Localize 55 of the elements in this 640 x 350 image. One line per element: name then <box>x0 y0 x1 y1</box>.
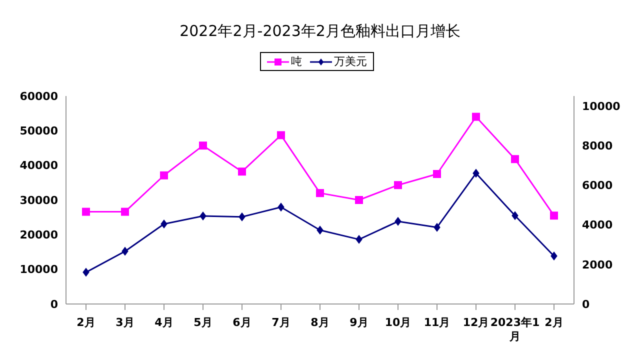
x-tick-label: 9月 <box>350 316 368 329</box>
point <box>200 212 206 221</box>
point <box>82 208 90 216</box>
point <box>160 219 168 228</box>
point <box>511 155 519 164</box>
y-tick-label: 40000 <box>20 159 58 172</box>
legend-label: 万美元 <box>334 54 367 69</box>
point <box>433 170 441 178</box>
point <box>434 222 440 232</box>
point <box>238 212 246 222</box>
x-tick-label: 11月 <box>424 316 450 329</box>
x-tick-label: 3月 <box>116 316 134 329</box>
point <box>394 216 402 226</box>
point <box>472 168 480 178</box>
y-tick-label: 10000 <box>20 263 58 276</box>
point <box>278 202 284 212</box>
point <box>550 252 558 261</box>
x-tick-label: 2月 <box>76 316 96 329</box>
point <box>82 268 90 277</box>
point <box>512 211 518 220</box>
point <box>355 196 363 204</box>
y-tick-label: 30000 <box>20 194 58 207</box>
point <box>277 131 285 140</box>
x-tick-label: 2023年1月 <box>490 316 540 343</box>
x-tick-label: 4月 <box>154 316 174 329</box>
x-tick-label: 8月 <box>310 316 330 329</box>
y2-tick-label: 6000 <box>582 179 613 192</box>
point <box>121 208 129 216</box>
y-tick-label: 50000 <box>20 124 58 138</box>
y2-tick-label: 4000 <box>582 218 613 232</box>
point <box>238 168 246 176</box>
x-tick-label: 7月 <box>272 316 290 329</box>
y-tick-label: 60000 <box>20 90 58 103</box>
x-tick-label: 10月 <box>384 316 412 329</box>
point <box>316 226 324 235</box>
y2-tick-label: 10000 <box>582 100 621 113</box>
x-tick-label: 6月 <box>232 316 252 329</box>
x-tick-label: 12月 <box>462 316 490 329</box>
point <box>356 234 362 244</box>
point <box>316 189 324 198</box>
point <box>472 112 480 121</box>
y2-tick-label: 8000 <box>582 139 613 152</box>
x-tick-label: 5月 <box>194 316 212 329</box>
point <box>394 181 402 190</box>
x-tick-label: 2月 <box>544 316 564 329</box>
y2-tick-label: 2000 <box>582 258 613 272</box>
y2-tick-label: 0 <box>582 298 590 311</box>
y-tick-label: 20000 <box>20 228 58 242</box>
point <box>199 142 207 150</box>
point <box>550 212 558 220</box>
chart-title: 2022年2月-2023年2月色釉料出口月增长 <box>178 21 462 42</box>
point <box>160 171 168 180</box>
point <box>122 246 128 256</box>
legend-label: 吨 <box>291 54 302 69</box>
y-tick-label: 0 <box>50 298 58 311</box>
